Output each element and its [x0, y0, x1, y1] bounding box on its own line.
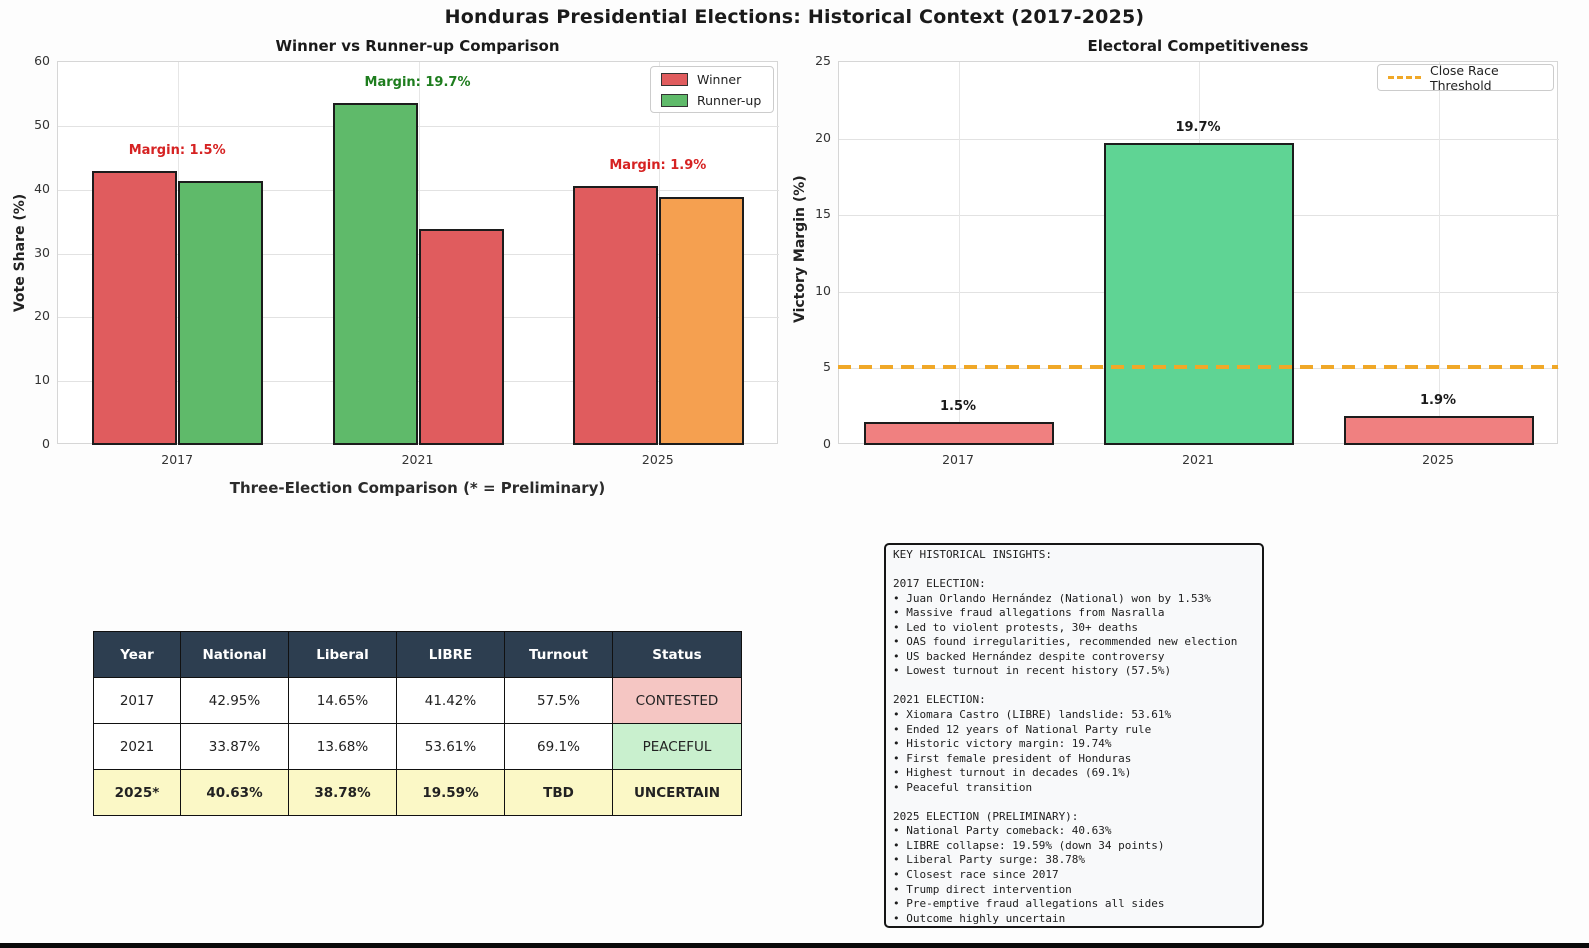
- key-insights-box: KEY HISTORICAL INSIGHTS: 2017 ELECTION: …: [884, 543, 1264, 928]
- x-tick-label: 2017: [161, 452, 194, 467]
- margin-annotation: Margin: 1.5%: [128, 142, 226, 158]
- y-tick-label: 10: [815, 282, 831, 298]
- data-cell: 41.42%: [396, 677, 505, 724]
- column-header: Status: [612, 631, 742, 678]
- column-header: LIBRE: [396, 631, 505, 678]
- chart-votes-title: Winner vs Runner-up Comparison: [275, 37, 560, 55]
- data-cell: 42.95%: [180, 677, 289, 724]
- runnerup-bar: [178, 180, 264, 445]
- legend-label-threshold: Close Race Threshold: [1430, 62, 1499, 93]
- x-tick-label: 2021: [401, 452, 434, 467]
- x-tick-label: 2025: [641, 452, 674, 467]
- winner-swatch-icon: [661, 72, 688, 86]
- data-cell: 38.78%: [288, 769, 397, 816]
- margin-annotation: Margin: 19.7%: [364, 74, 471, 90]
- x-tick-label: 2025: [1422, 452, 1454, 467]
- chart-margin-plot: [838, 61, 1559, 445]
- chart-margin-title: Electoral Competitiveness: [1087, 37, 1309, 55]
- data-cell: 2017: [93, 677, 181, 724]
- column-header: Liberal: [288, 631, 397, 678]
- chart-margin-legend: Close Race Threshold: [1377, 63, 1554, 93]
- status-cell: UNCERTAIN: [612, 769, 742, 816]
- x-tick-label: 2017: [942, 452, 974, 467]
- y-tick-label: 20: [34, 308, 50, 324]
- data-cell: 2025*: [93, 769, 181, 816]
- y-tick-label: 20: [815, 129, 831, 145]
- y-tick-label: 50: [34, 116, 50, 132]
- column-header: National: [180, 631, 289, 678]
- data-cell: 33.87%: [180, 723, 289, 770]
- margin-annotation: Margin: 1.9%: [609, 157, 707, 173]
- column-header: Turnout: [504, 631, 613, 678]
- y-tick-label: 0: [823, 436, 831, 451]
- winner-bar: [92, 170, 178, 445]
- results-table-wrap: Year National Liberal LIBRE Turnout Status 20…: [93, 631, 742, 816]
- legend-item-runnerup: Runner-up: [661, 93, 763, 108]
- runnerup-bar: [418, 228, 504, 445]
- chart-votes-legend: Winner Runner-up: [650, 66, 774, 113]
- column-header: Year: [93, 631, 181, 678]
- chart-votes-plot: [57, 61, 779, 445]
- legend-item-threshold: Close Race Threshold: [1388, 63, 1543, 93]
- figure-bottom-edge: [0, 943, 1589, 948]
- data-cell: TBD: [504, 769, 613, 816]
- margin-bar: [864, 421, 1054, 445]
- y-tick-label: 60: [34, 53, 50, 68]
- data-cell: 69.1%: [504, 723, 613, 770]
- bar-value-label: 1.9%: [1419, 392, 1457, 408]
- threshold-dash-icon: [1388, 76, 1421, 79]
- results-table-body: 2017 42.95% 14.65% 41.42% 57.5% CONTESTED 2021…: [93, 677, 742, 816]
- table-row: 2017 42.95% 14.65% 41.42% 57.5% CONTESTED: [93, 677, 742, 724]
- close-race-threshold-line: [838, 365, 1558, 370]
- y-tick-label: 40: [34, 180, 50, 196]
- runnerup-swatch-icon: [661, 93, 688, 107]
- table-header-row: Year National Liberal LIBRE Turnout Status: [93, 631, 742, 678]
- y-tick-label: 30: [34, 244, 50, 260]
- y-tick-label: 0: [42, 436, 50, 451]
- chart-votes-xlabel: Three-Election Comparison (* = Prelimina…: [229, 479, 606, 497]
- table-row: 2025* 40.63% 38.78% 19.59% TBD UNCERTAIN: [93, 769, 742, 816]
- data-cell: 57.5%: [504, 677, 613, 724]
- data-cell: 2021: [93, 723, 181, 770]
- table-row: 2021 33.87% 13.68% 53.61% 69.1% PEACEFUL: [93, 723, 742, 770]
- winner-bar: [332, 102, 418, 445]
- status-cell: CONTESTED: [612, 677, 742, 724]
- gridline: [959, 62, 960, 445]
- y-tick-label: 15: [815, 206, 831, 222]
- winner-bar: [572, 185, 658, 445]
- data-cell: 19.59%: [396, 769, 505, 816]
- data-cell: 53.61%: [396, 723, 505, 770]
- y-tick-label: 5: [823, 359, 831, 375]
- gridline: [1439, 62, 1440, 445]
- results-table-head: Year National Liberal LIBRE Turnout Status: [93, 631, 742, 678]
- x-tick-label: 2021: [1182, 452, 1214, 467]
- page-title: Honduras Presidential Elections: Histori…: [444, 6, 1145, 28]
- y-tick-label: 25: [815, 53, 831, 68]
- data-cell: 13.68%: [288, 723, 397, 770]
- chart-margin-ylabel: Victory Margin (%): [792, 175, 808, 323]
- legend-item-winner: Winner: [661, 72, 763, 87]
- legend-label-winner: Winner: [697, 71, 742, 87]
- bar-value-label: 19.7%: [1175, 119, 1221, 135]
- status-cell: PEACEFUL: [612, 723, 742, 770]
- data-cell: 40.63%: [180, 769, 289, 816]
- margin-bar: [1344, 415, 1534, 445]
- legend-label-runnerup: Runner-up: [697, 92, 762, 108]
- margin-bar: [1104, 142, 1294, 445]
- results-table: Year National Liberal LIBRE Turnout Status 20…: [93, 631, 742, 816]
- y-tick-label: 10: [34, 372, 50, 388]
- bar-value-label: 1.5%: [939, 398, 977, 414]
- runnerup-bar: [658, 197, 744, 445]
- data-cell: 14.65%: [288, 677, 397, 724]
